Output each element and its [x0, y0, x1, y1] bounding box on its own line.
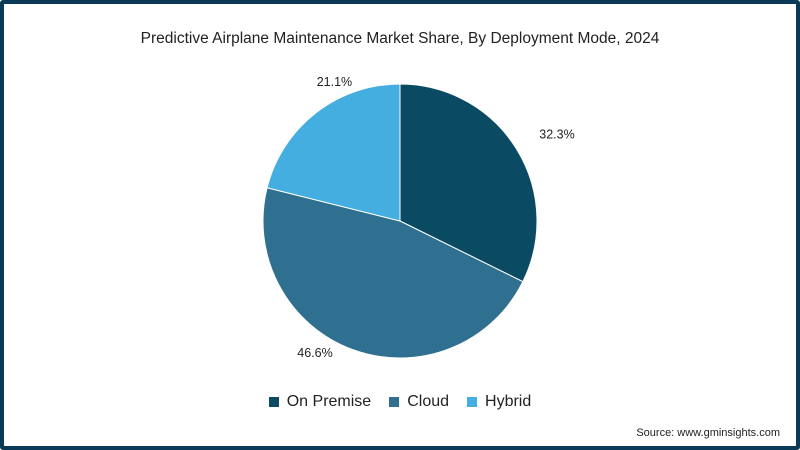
pie-slice-on-premise: [399, 83, 538, 283]
pie-slice-cloud: [262, 187, 524, 359]
legend-label-hybrid: Hybrid: [485, 393, 532, 410]
legend-swatch-hybrid: [467, 397, 478, 407]
source-note: Source: www.gminsights.com: [636, 427, 780, 439]
legend-label-on-premise: On Premise: [286, 393, 372, 410]
slice-label-cloud: 46.6%: [297, 346, 332, 360]
legend-swatch-on-premise: [268, 397, 279, 407]
chart-title: Predictive Airplane Maintenance Market S…: [140, 30, 660, 47]
legend-item-hybrid: Hybrid: [467, 393, 531, 411]
legend-item-cloud: Cloud: [389, 393, 449, 411]
legend-swatch-cloud: [389, 397, 400, 407]
legend-item-on-premise: On Premise: [268, 393, 372, 411]
slice-label-hybrid: 21.1%: [317, 75, 352, 89]
pie-slice-hybrid: [266, 83, 401, 222]
legend-label-cloud: Cloud: [407, 393, 450, 410]
legend: On Premise Cloud Hybrid: [0, 393, 800, 411]
slice-label-on-premise: 32.3%: [539, 127, 574, 141]
